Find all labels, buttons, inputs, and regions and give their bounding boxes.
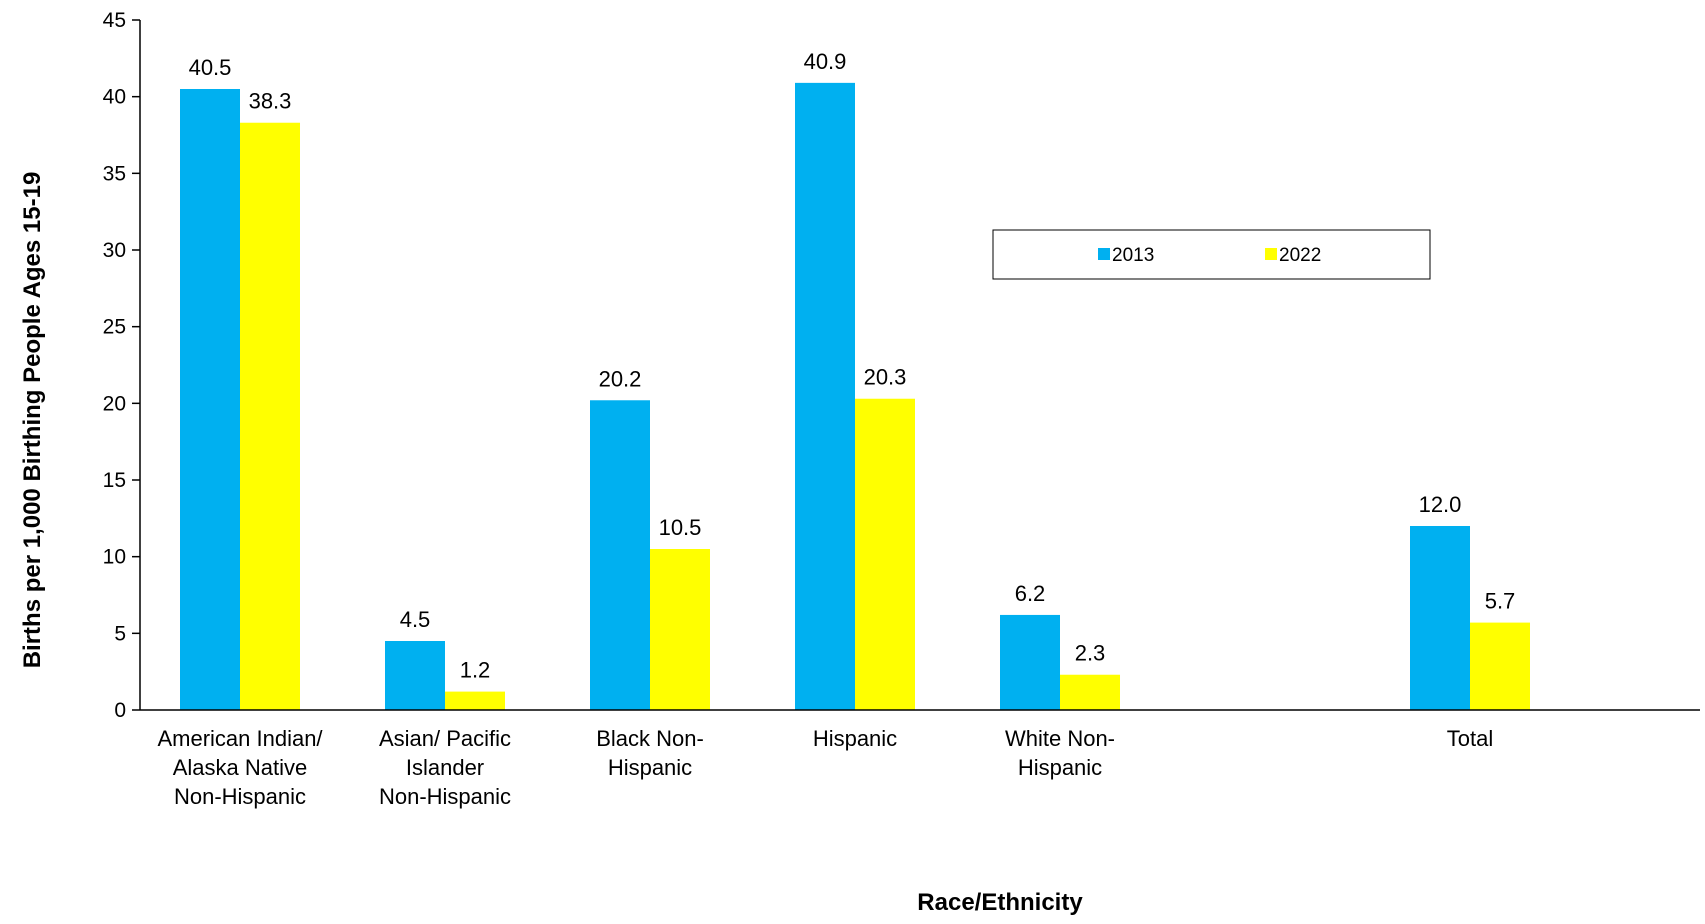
x-tick-label-5: Total bbox=[1447, 726, 1493, 751]
y-tick-label: 40 bbox=[103, 86, 126, 109]
y-tick-label: 35 bbox=[103, 162, 126, 185]
data-label-2022-4: 2.3 bbox=[1075, 641, 1106, 666]
bar-2013-1 bbox=[385, 641, 445, 710]
data-label-2013-5: 12.0 bbox=[1419, 492, 1462, 517]
data-label-2022-2: 10.5 bbox=[659, 515, 702, 540]
bar-2022-5 bbox=[1470, 622, 1530, 710]
bar-2022-0 bbox=[240, 122, 300, 710]
y-tick-label: 15 bbox=[103, 469, 126, 492]
y-tick-label: 25 bbox=[103, 316, 126, 339]
data-label-2022-3: 20.3 bbox=[864, 365, 907, 390]
data-label-2013-4: 6.2 bbox=[1015, 581, 1046, 606]
value-labels-layer: 40.5 4.5 20.2 40.9 6.2 12.0 38.3 1.2 10.5 20.3 2.3… bbox=[189, 49, 1516, 683]
data-label-2013-1: 4.5 bbox=[400, 607, 431, 632]
bar-2013-5 bbox=[1410, 526, 1470, 710]
legend-swatch-2022 bbox=[1265, 248, 1277, 260]
legend-label-2022: 2022 bbox=[1279, 245, 1321, 266]
x-axis-tick-labels: American Indian/Alaska Native Non-Hispani… bbox=[157, 726, 1493, 809]
y-tick-label: 20 bbox=[103, 392, 126, 415]
y-axis-ticks: 0 5 10 15 20 25 30 35 40 45 bbox=[103, 9, 140, 722]
data-label-2022-5: 5.7 bbox=[1485, 589, 1516, 614]
bar-2013-0 bbox=[180, 89, 240, 710]
y-tick-label: 10 bbox=[103, 546, 126, 569]
data-label-2013-3: 40.9 bbox=[804, 49, 847, 74]
data-label-2022-0: 38.3 bbox=[249, 89, 292, 114]
bar-2013-3 bbox=[795, 82, 855, 710]
legend: 2013 2022 bbox=[992, 229, 1431, 280]
data-label-2013-2: 20.2 bbox=[599, 366, 642, 391]
bar-2022-3 bbox=[855, 398, 915, 710]
bars-layer bbox=[180, 82, 1530, 710]
legend-swatch-2013 bbox=[1098, 248, 1110, 260]
x-axis-title: Race/Ethnicity bbox=[917, 889, 1083, 916]
bar-2013-2 bbox=[590, 400, 650, 710]
legend-label-2013: 2013 bbox=[1112, 245, 1154, 266]
y-tick-label: 0 bbox=[114, 699, 126, 722]
x-tick-label-4: White Non-Hispanic bbox=[1005, 726, 1115, 780]
y-axis-title: Births per 1,000 Birthing People Ages 15… bbox=[19, 172, 46, 669]
x-tick-label-2: Black Non-Hispanic bbox=[596, 726, 704, 780]
y-tick-label: 5 bbox=[114, 622, 126, 645]
bar-2022-2 bbox=[650, 549, 710, 710]
bar-2013-4 bbox=[1000, 614, 1060, 710]
y-tick-label: 30 bbox=[103, 239, 126, 262]
x-tick-label-0: American Indian/Alaska Native Non-Hispani… bbox=[157, 726, 323, 809]
data-label-2022-1: 1.2 bbox=[460, 658, 491, 683]
data-label-2013-0: 40.5 bbox=[189, 55, 232, 80]
y-tick-label: 45 bbox=[103, 9, 126, 32]
bar-2022-1 bbox=[445, 691, 505, 710]
x-tick-label-1: Asian/ Pacific Islander Non-Hispanic bbox=[379, 726, 511, 809]
bar-2022-4 bbox=[1060, 674, 1120, 710]
legend-box bbox=[992, 229, 1431, 280]
x-tick-label-3: Hispanic bbox=[813, 726, 897, 751]
